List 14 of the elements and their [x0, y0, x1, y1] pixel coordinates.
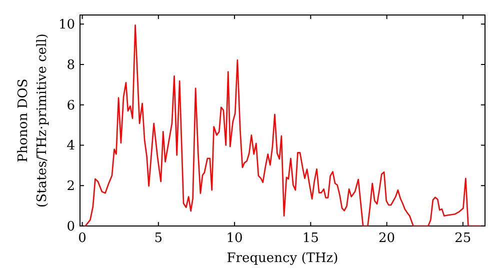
y-tick-label: 4 [66, 138, 75, 154]
x-tick-label: 25 [454, 231, 472, 246]
x-tick-label: 5 [154, 231, 163, 246]
x-tick-label: 0 [78, 231, 86, 246]
x-tick-label: 10 [226, 231, 243, 246]
x-tick-label: 15 [302, 231, 319, 246]
y-tick-label: 8 [66, 58, 75, 73]
y-tick-label: 6 [66, 98, 75, 114]
x-axis-title: Frequency (THz) [226, 251, 338, 266]
y-tick-label: 10 [58, 18, 75, 33]
y-tick-label: 2 [66, 179, 75, 194]
y-axis-title: Phonon DOS (States/THz·primitive cell) [16, 33, 50, 208]
y-tick-label: 0 [66, 220, 75, 234]
x-tick-label: 20 [378, 231, 396, 246]
